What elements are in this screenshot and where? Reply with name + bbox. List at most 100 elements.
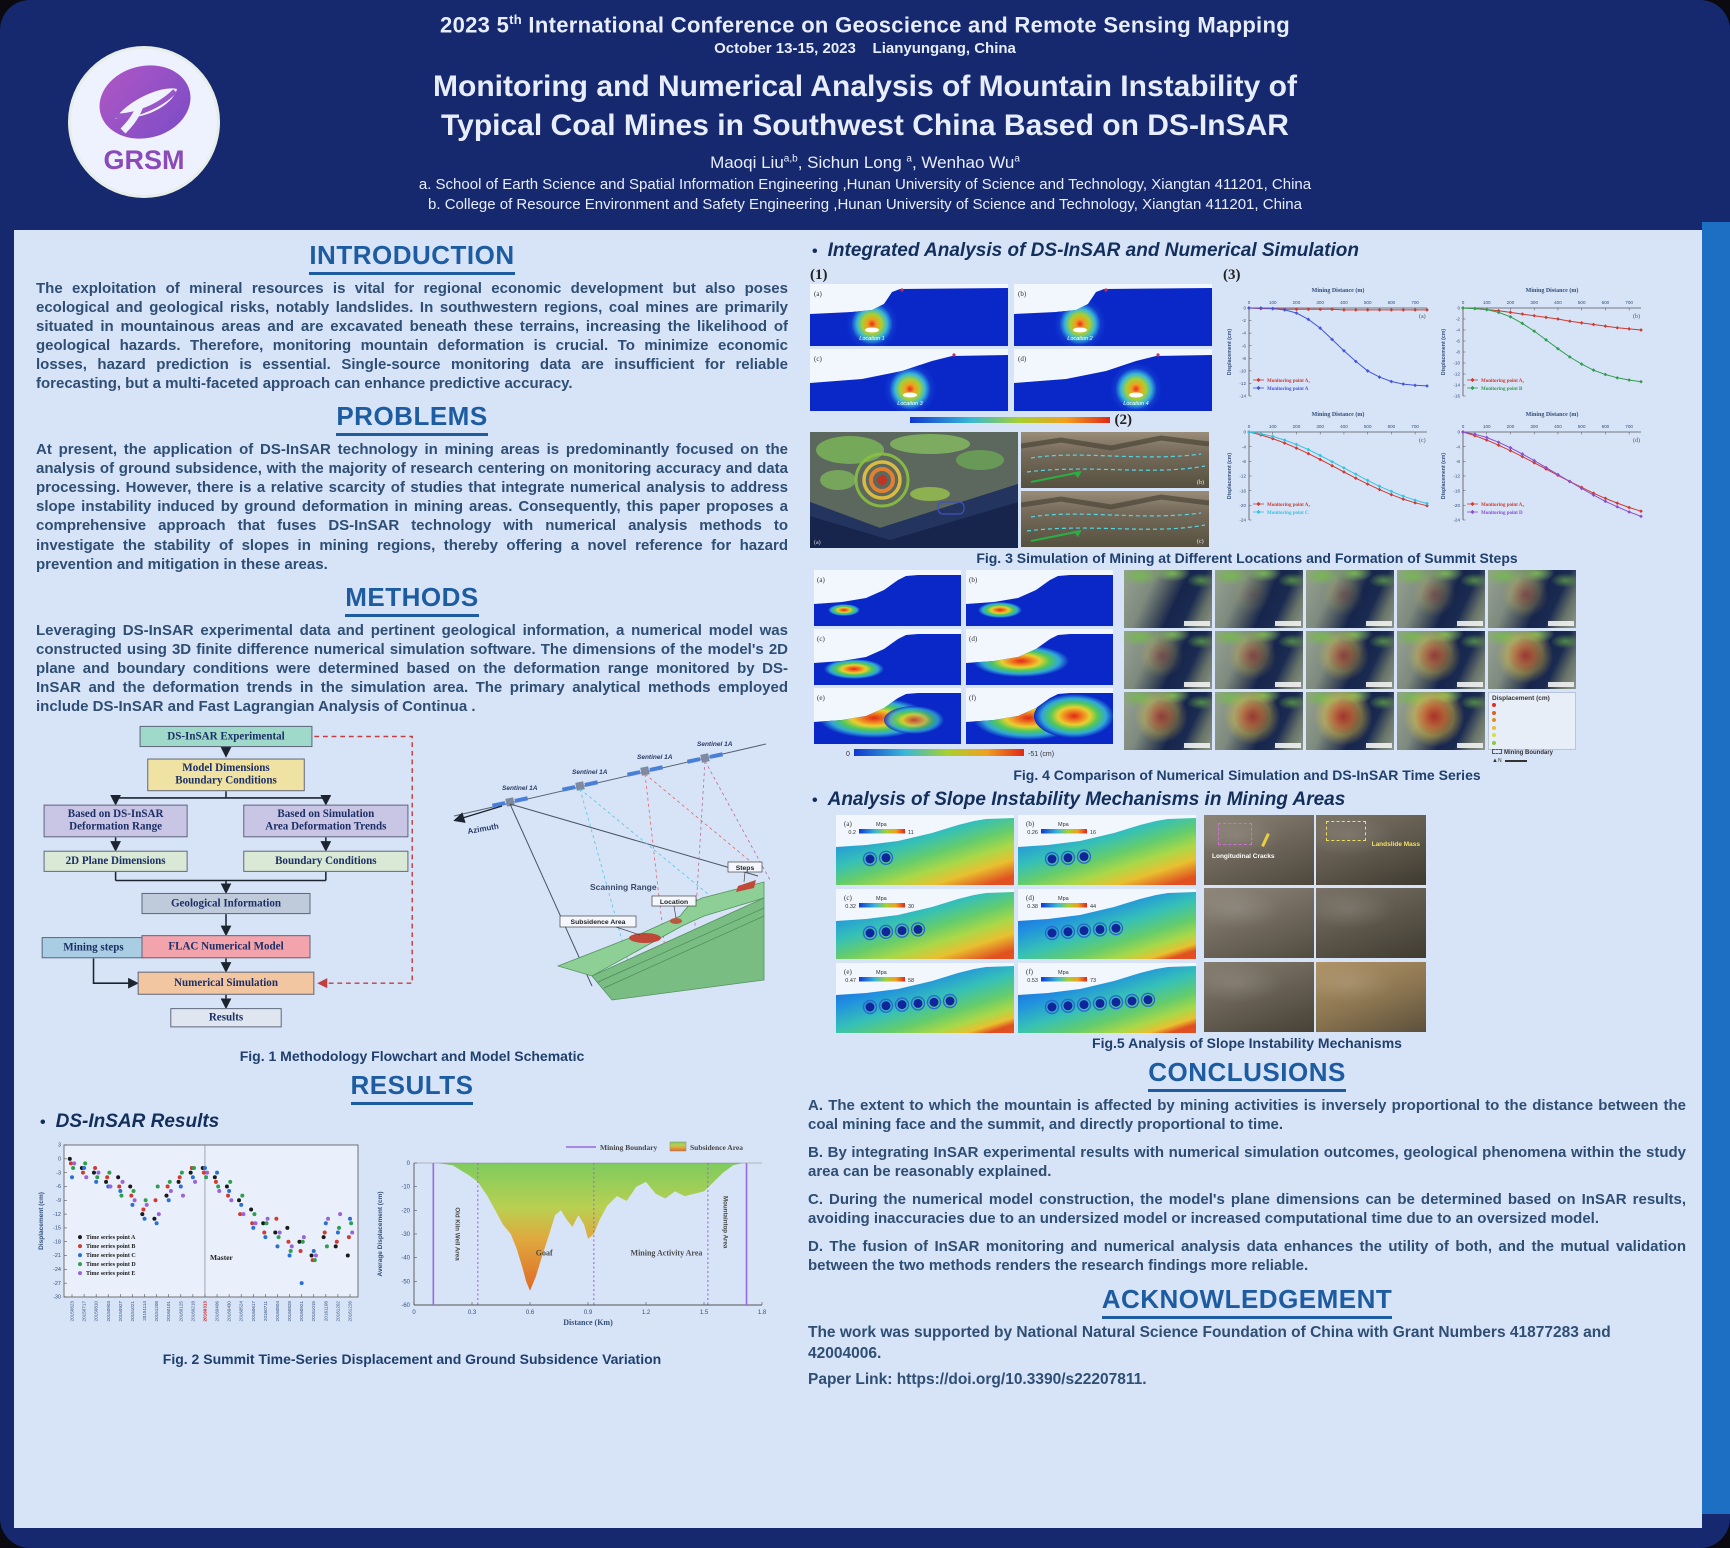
svg-text:Mpa: Mpa — [876, 896, 888, 902]
fig3-chart-d: Mining Distance (m) 0 100 200 300 400 500 600 70… — [1441, 411, 1643, 523]
svg-text:0.2: 0.2 — [848, 830, 856, 836]
insar-map-tile — [1488, 570, 1576, 628]
svg-text:-14: -14 — [1239, 394, 1246, 399]
fig4-contour-d: (d) — [965, 629, 1113, 685]
svg-text:0: 0 — [1462, 424, 1465, 429]
svg-text:600: 600 — [1602, 300, 1610, 305]
flow-node-ds-insar: DS-InSAR Experimental — [139, 725, 313, 747]
figure-2: 3 0 -3 -6 -9 -12 -15 -18 -21 -24 -27 -30 Displacemen… — [34, 1137, 790, 1349]
svg-text:20160406: 20160406 — [215, 1300, 220, 1321]
fig3-chart-a: Mining Distance (m) 0 100 200 300 400 500 600 70… — [1227, 287, 1429, 399]
svg-text:16: 16 — [1090, 830, 1096, 836]
svg-text:Sentinel 1A: Sentinel 1A — [697, 741, 733, 748]
field-photo-2: (c) — [1021, 491, 1209, 547]
right-column: • Integrated Analysis of DS-InSAR and Num… — [806, 234, 1688, 1528]
tile-date-chip — [1457, 621, 1483, 626]
svg-text:Sentinel 1A: Sentinel 1A — [637, 754, 673, 761]
conclusion-b: B. By integrating InSAR experimental res… — [808, 1144, 1686, 1181]
conclusion-d: D. The fusion of InSAR monitoring and nu… — [808, 1238, 1686, 1275]
problems-heading: PROBLEMS — [34, 401, 790, 437]
svg-text:-24: -24 — [1453, 518, 1460, 523]
fig4-colorbar: 0 -51 (cm) — [846, 749, 1054, 758]
fig4-simulation-plots: (a) (b) (c) (d) — [814, 570, 1114, 744]
svg-text:20160313: 20160313 — [202, 1300, 207, 1321]
insar-map-tile — [1215, 692, 1303, 750]
affiliation-b: b. College of Resource Environment and S… — [428, 196, 1302, 214]
svg-text:Displacement (cm): Displacement (cm) — [1227, 329, 1233, 375]
acknowledgement-heading: ACKNOWLEDGEMENT — [806, 1284, 1688, 1320]
integrated-analysis-bullet: • Integrated Analysis of DS-InSAR and Num… — [812, 240, 1359, 261]
svg-text:20150927: 20150927 — [118, 1300, 123, 1321]
field-photo-1: (b) — [1021, 432, 1209, 488]
svg-text:300: 300 — [1316, 300, 1324, 305]
slope-photo — [1204, 961, 1314, 1032]
svg-text:Time series point C: Time series point C — [86, 1253, 136, 1259]
svg-text:600: 600 — [1602, 424, 1610, 429]
svg-text:(c): (c) — [1419, 437, 1426, 444]
tile-date-chip — [1548, 682, 1574, 687]
svg-text:Mpa: Mpa — [1058, 896, 1070, 902]
svg-text:(a): (a) — [814, 290, 822, 298]
svg-text:Average Displacement (cm): Average Displacement (cm) — [377, 1191, 384, 1276]
introduction-heading: INTRODUCTION — [34, 240, 790, 275]
svg-text:0: 0 — [1462, 300, 1465, 305]
conclusion-a: A. The extent to which the mountain is a… — [808, 1097, 1686, 1134]
svg-text:20151021: 20151021 — [130, 1300, 135, 1321]
authors: Maoqi Liua,b, Sichun Long a, Wenhao Wua — [710, 153, 1020, 173]
svg-text:0.9: 0.9 — [584, 1310, 593, 1316]
insar-map-tile — [1397, 570, 1485, 628]
paper-link[interactable]: Paper Link: https://doi.org/10.3390/s222… — [808, 1370, 1147, 1388]
fig3-contour-2: (b) Location 2 — [1014, 284, 1212, 346]
svg-text:-12: -12 — [53, 1212, 61, 1218]
svg-text:-4: -4 — [1242, 331, 1247, 336]
introduction-text: The exploitation of mineral resources is… — [36, 280, 788, 393]
svg-text:-24: -24 — [53, 1267, 61, 1273]
slope-instability-bullet: • Analysis of Slope Instability Mechanism… — [812, 789, 1346, 810]
svg-text:500: 500 — [1578, 300, 1586, 305]
svg-text:-20: -20 — [1239, 503, 1246, 508]
tile-date-chip — [1366, 743, 1392, 748]
svg-text:0: 0 — [1243, 430, 1246, 435]
slope-photo: Landslide Mass — [1316, 815, 1426, 885]
svg-text:Monitoring point A: Monitoring point A — [1267, 387, 1309, 392]
fig5-stress-plot-a: (a) Mpa 0.2 11 — [836, 815, 1014, 885]
deformation-map-image: (a) — [810, 432, 1018, 548]
fig4-contour-e: (e) — [814, 688, 961, 744]
svg-text:20161202: 20161202 — [335, 1300, 340, 1321]
svg-text:44: 44 — [1090, 904, 1096, 910]
svg-text:-6: -6 — [1242, 343, 1247, 348]
svg-text:0: 0 — [1248, 424, 1251, 429]
flow-node-flac-model: FLAC Numerical Model — [141, 935, 311, 959]
fig3-colorbar — [910, 417, 1110, 423]
tile-date-chip — [1457, 682, 1483, 687]
svg-text:Location 3: Location 3 — [897, 401, 923, 407]
figure-5-caption: Fig.5 Analysis of Slope Instability Mech… — [1092, 1035, 1402, 1051]
svg-text:300: 300 — [1530, 424, 1538, 429]
svg-text:200: 200 — [1507, 424, 1515, 429]
model-schematic: Sentinel 1A Sentinel 1A Sentinel 1A Sent… — [453, 741, 771, 1001]
svg-text:1.8: 1.8 — [758, 1310, 767, 1316]
svg-text:100: 100 — [1269, 300, 1277, 305]
svg-text:Displacement (cm): Displacement (cm) — [1441, 329, 1447, 375]
tile-date-chip — [1366, 682, 1392, 687]
methods-heading: METHODS — [34, 582, 790, 617]
conference-name: 2023 5th International Conference on Geo… — [440, 12, 1290, 38]
svg-text:(a): (a) — [1419, 313, 1426, 320]
svg-text:Displacement (cm): Displacement (cm) — [1227, 453, 1233, 499]
tile-date-chip — [1184, 682, 1210, 687]
fig5-photos: Longitudinal Cracks Landslide Mass — [1204, 815, 1426, 1033]
fig4-tile-legend: Displacement (cm) Mining Boundary ▲N — [1488, 692, 1576, 764]
tile-date-chip — [1275, 621, 1301, 626]
poster-title: Monitoring and Numerical Analysis of Mou… — [433, 70, 1297, 143]
figure-3-caption: Fig. 3 Simulation of Mining at Different… — [976, 550, 1518, 566]
svg-text:20160125: 20160125 — [178, 1300, 183, 1321]
svg-text:0.38: 0.38 — [1027, 904, 1038, 910]
svg-text:73: 73 — [1090, 978, 1096, 984]
svg-text:700: 700 — [1625, 300, 1633, 305]
svg-text:-16: -16 — [1453, 488, 1460, 493]
svg-text:(b): (b) — [1197, 479, 1204, 486]
svg-text:Sentinel 1A: Sentinel 1A — [502, 785, 538, 792]
svg-text:(b): (b) — [1026, 820, 1035, 828]
flow-node-model-dimensions: Model Dimensions Boundary Conditions — [147, 758, 305, 792]
svg-text:(d): (d) — [1018, 355, 1027, 363]
